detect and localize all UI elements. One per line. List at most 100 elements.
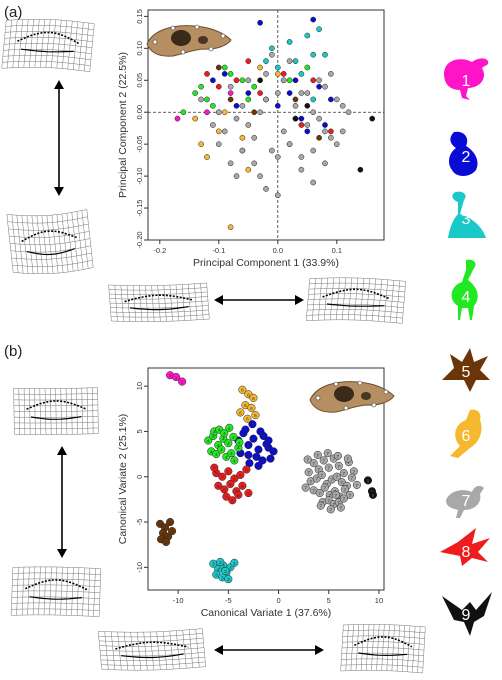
data-point-label: 7 [317,467,320,473]
data-point [251,411,260,420]
data-point [198,83,204,90]
data-point-label: 8 [241,484,244,490]
data-point [245,122,252,128]
data-point-label: 2 [247,453,250,459]
x-tick-label: 5 [327,596,331,605]
data-point [221,64,228,71]
data-point [304,102,311,109]
bird-silhouette-5-icon: 5 [442,348,490,392]
data-point [233,173,240,179]
data-point [301,483,310,492]
data-point-label: 8 [233,477,236,483]
data-point [224,439,233,448]
data-point-label: 6 [241,388,244,394]
data-point-label: 2 [251,422,254,428]
data-point-label: 7 [343,487,346,493]
data-point [274,154,281,160]
legend-number: 6 [462,428,471,445]
data-point [244,488,253,498]
plot-frame [147,9,385,241]
data-point-label: 7 [322,458,325,464]
deformation-grid-b-bottom [10,566,102,617]
data-point-label: 3 [219,560,222,566]
data-point [298,115,305,122]
data-point-label: 3 [217,567,220,573]
data-point-label: 2 [265,442,268,448]
data-point-label: 7 [337,464,340,470]
x-tick-label: 0.0 [273,246,283,255]
y-axis-label: Principal Component 2 (22.5%) [117,52,129,198]
data-point [339,102,346,109]
y-tick-label: 0.05 [135,73,144,88]
data-point-label: 4 [218,428,221,434]
data-point [230,456,239,465]
data-point [198,96,204,103]
data-point [198,141,204,148]
deformation-grid-b-right [340,624,426,674]
data-point-label: 5 [159,522,162,528]
y-tick-label: -0.15 [135,200,144,217]
deformation-grid-a-right [305,277,407,324]
data-point [304,64,311,71]
data-point [274,71,281,77]
data-point-label: 8 [217,484,220,490]
data-point [239,147,246,154]
series-group-3 [263,26,328,103]
data-point [269,447,278,456]
data-point-label: 7 [353,469,356,475]
data-point-label: 7 [351,476,354,482]
data-point-label: 2 [272,449,275,455]
data-point [286,77,293,84]
data-point-label: 7 [330,477,333,483]
data-point [368,490,378,499]
data-point [215,83,222,90]
data-point [227,96,234,103]
data-point-label: 6 [250,406,253,412]
data-point [251,109,258,116]
data-point-label: 6 [254,413,257,419]
data-point [230,474,239,483]
data-point-label: 4 [222,437,225,443]
data-point [226,479,235,489]
data-point [238,385,247,394]
data-point-label: 8 [223,487,226,493]
data-point [274,90,281,96]
data-point-label: 7 [348,460,351,466]
data-point-label: 3 [224,569,227,575]
y-tick-label: 0.10 [135,41,144,56]
series-group-9: 999 [363,476,378,499]
bird-silhouette-1-icon: 1 [444,58,489,100]
y-tick-label: 0.15 [135,9,144,24]
data-point-label: 2 [239,451,242,457]
data-point [227,83,234,90]
legend-number: 3 [462,211,471,228]
data-point [309,459,318,468]
data-point-label: 4 [237,446,240,452]
data-point-label: 8 [229,482,232,488]
data-point [303,455,312,464]
data-point [251,134,258,141]
data-point [280,71,287,77]
data-point [363,476,372,485]
bird-silhouette-9-icon: 9 [442,592,492,636]
data-point-label: 7 [312,488,315,494]
data-point [221,128,228,135]
data-point [204,154,210,160]
data-point [218,472,227,481]
data-point [234,490,243,499]
data-point [238,481,247,490]
panel-label-a: (a) [4,4,23,21]
data-point-label: 7 [309,479,312,485]
x-tick-label: 0 [276,596,280,605]
data-point-label: 7 [327,466,330,472]
data-point [292,102,299,109]
data-point-label: 3 [229,565,232,571]
data-point-label: 2 [261,458,264,464]
data-point [286,90,293,96]
data-point-label: 7 [356,483,359,489]
data-point [316,501,325,510]
data-point [227,90,234,96]
data-point [339,494,348,503]
data-point-label: 4 [233,458,236,464]
